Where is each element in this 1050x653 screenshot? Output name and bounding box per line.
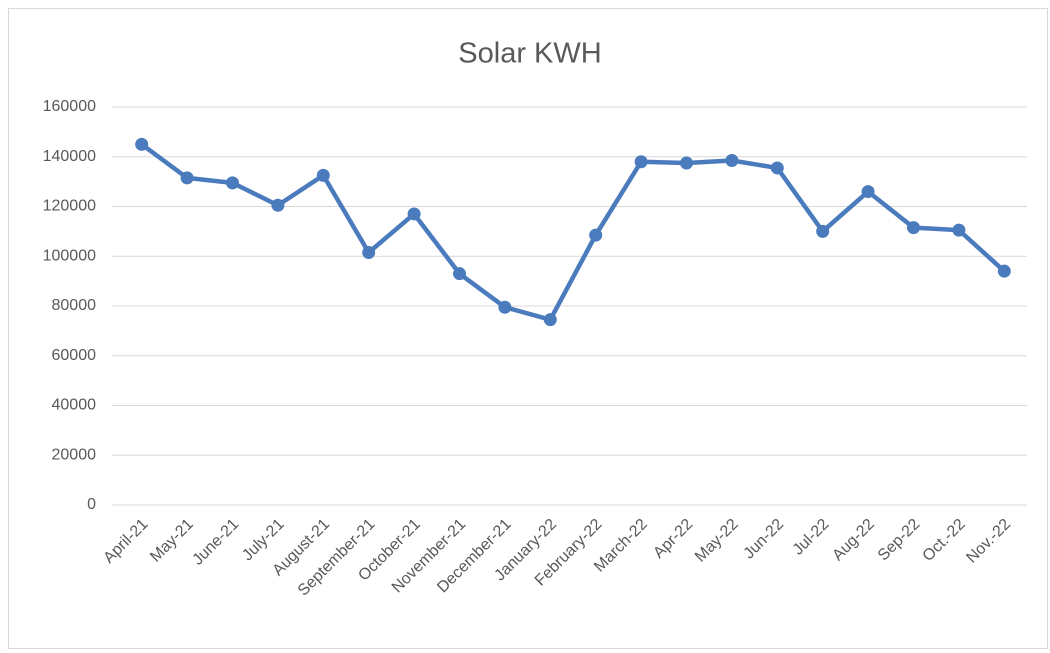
y-tick-label: 0 <box>87 496 96 513</box>
y-tick-label: 160000 <box>43 98 96 115</box>
data-point <box>816 224 830 238</box>
data-point <box>680 156 693 170</box>
data-point <box>997 264 1011 278</box>
chart-frame <box>8 8 1048 649</box>
data-point <box>453 267 466 281</box>
data-point <box>407 207 421 221</box>
data-point <box>180 171 194 185</box>
data-point <box>135 137 149 151</box>
data-point <box>498 300 512 314</box>
y-tick-label: 40000 <box>52 397 97 414</box>
data-point <box>861 185 875 199</box>
data-point <box>226 176 239 190</box>
data-point <box>634 155 648 169</box>
data-point <box>271 198 285 212</box>
data-line <box>140 142 1006 322</box>
y-tick-label: 140000 <box>43 148 96 165</box>
y-tick-label: 80000 <box>52 297 97 314</box>
chart-title: Solar KWH <box>458 38 601 70</box>
y-tick-label: 60000 <box>52 347 97 364</box>
y-tick-label: 100000 <box>43 247 96 264</box>
data-point <box>725 153 739 167</box>
data-point <box>362 246 376 260</box>
data-point <box>770 161 784 175</box>
data-point <box>952 223 966 237</box>
data-point <box>589 228 603 242</box>
y-tick-label: 20000 <box>52 446 97 463</box>
y-tick-label: 120000 <box>43 198 96 215</box>
data-point <box>907 221 920 235</box>
data-point <box>543 313 557 327</box>
data-point <box>316 168 330 182</box>
